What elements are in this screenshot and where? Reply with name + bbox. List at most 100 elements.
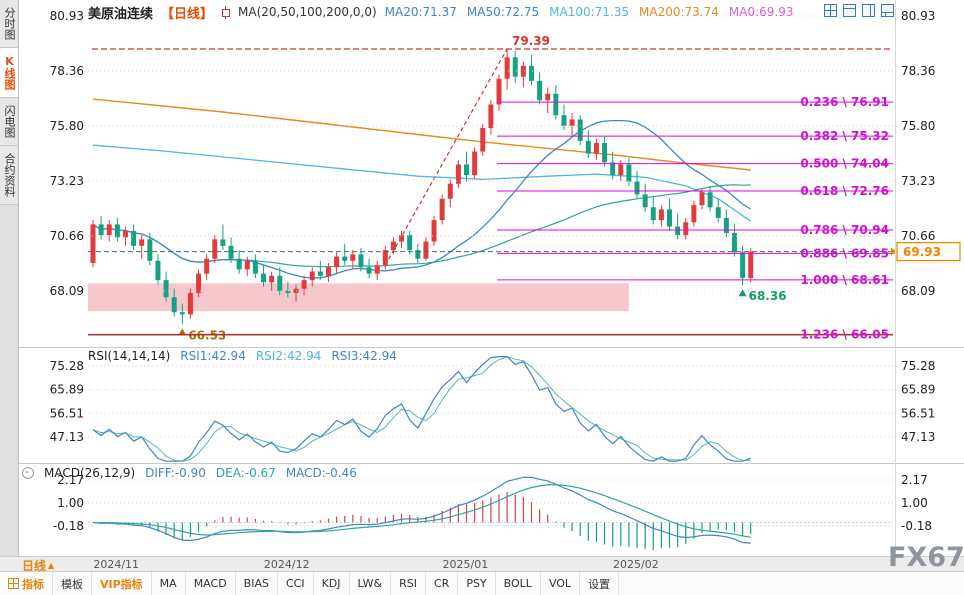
y-axis-label: 68.09 — [50, 284, 84, 298]
footer-tab-LW&[interactable]: LW& — [350, 572, 392, 595]
x-axis-label: 2024/12 — [263, 558, 310, 571]
macd-panel — [92, 476, 752, 551]
macd-settings-icon[interactable] — [22, 467, 34, 479]
footer-tab-KDJ[interactable]: KDJ — [314, 572, 350, 595]
ma-values: MA20:71.37 MA50:72.75 MA100:71.35 MA200:73.… — [385, 5, 804, 19]
rsi1-line — [92, 356, 751, 462]
ma-value: MA0:69.93 — [728, 5, 794, 19]
y-axis-label: 73.23 — [50, 174, 84, 188]
footer-tab-BIAS[interactable]: BIAS — [236, 572, 278, 595]
rsi-axis-label: 75.28 — [901, 359, 935, 373]
x-axis-row: 日线 ▲ 2024/11 2024/12 2025/01 2025/02 — [0, 556, 964, 574]
rsi-axis-label: 47.13 — [901, 430, 935, 444]
ma100-line — [92, 144, 752, 222]
macd-axis-label: 1.00 — [901, 496, 928, 510]
y-axis-label: 80.93 — [50, 9, 84, 23]
footer-tab-CR[interactable]: CR — [426, 572, 459, 595]
dea-line — [92, 484, 751, 538]
support-zone — [88, 283, 629, 312]
trendline — [384, 48, 508, 266]
indicator-tab-strip: 指标 模板 VIP指标 MA MACD BIAS CCI KDJ LW& RSI CR PSY BOLL… — [0, 572, 964, 595]
macd-axis-label: 1.00 — [57, 496, 84, 510]
footer-tab-模板[interactable]: 模板 — [53, 572, 92, 595]
ma-value: MA50:72.75 — [466, 5, 540, 19]
macd-value: DEA:-0.67 — [215, 466, 276, 480]
rsi-value: RSI2:42.94 — [255, 349, 322, 363]
peak-price-label: 79.39 — [512, 34, 550, 48]
footer-tab-PSY[interactable]: PSY — [458, 572, 496, 595]
footer-tab-VOL[interactable]: VOL — [541, 572, 581, 595]
x-axis-label: 2025/02 — [613, 558, 659, 571]
macd-axis-label: 2.17 — [901, 473, 928, 487]
y-axis-label: 78.36 — [50, 64, 84, 78]
watermark: FX678 — [888, 542, 964, 573]
macd-header: MACD(26,12,9) DIFF:-0.90 DEA:-0.67 MACD:-0… — [22, 466, 367, 480]
layout-hsplit-icon[interactable] — [843, 4, 856, 17]
diff-line — [92, 476, 751, 544]
rsi-axis-label: 65.89 — [50, 383, 84, 397]
macd-params-label[interactable]: MACD(26,12,9) — [44, 466, 136, 480]
rsi-value: RSI3:42.94 — [331, 349, 397, 363]
footer-tab-CCI[interactable]: CCI — [278, 572, 314, 595]
indicator-grid-icon — [8, 578, 19, 589]
rsi-axis-label: 56.51 — [50, 406, 84, 420]
period-dropdown[interactable]: 日线 ▲ — [22, 557, 54, 574]
x-axis-label: 2025/01 — [442, 558, 489, 571]
fib-label: 0.236 \ 76.91 — [800, 95, 889, 109]
footer-tab-VIP指标[interactable]: VIP指标 — [92, 572, 152, 595]
rsi-axis-label: 75.28 — [50, 359, 84, 373]
last-price-value: 69.93 — [903, 245, 941, 259]
price-annotation: 68.36 — [749, 289, 787, 303]
macd-value: DIFF:-0.90 — [145, 466, 206, 480]
rsi-axis-label: 56.51 — [901, 406, 935, 420]
ma-value: MA100:71.35 — [549, 5, 629, 19]
sidebar-tab-2[interactable]: 闪电图 — [0, 98, 18, 146]
chart-type-icon[interactable] — [221, 5, 231, 19]
footer-tab-指标[interactable]: 指标 — [0, 572, 53, 595]
rsi-axis-label: 47.13 — [50, 430, 84, 444]
rsi-value: RSI1:42.94 — [180, 349, 246, 363]
page-title: 美原油连续 — [88, 6, 154, 22]
ma-settings-label[interactable]: MA(20,50,100,200,0,0) — [238, 5, 377, 19]
footer-tab-MA[interactable]: MA — [152, 572, 186, 595]
layout-vsplit-icon[interactable] — [862, 4, 875, 17]
rsi-params-label[interactable]: RSI(14,14,14) — [88, 349, 171, 363]
macd-values: DIFF:-0.90 DEA:-0.67 MACD:-0.46 — [145, 466, 367, 480]
macd-axis-label: -0.18 — [53, 519, 84, 533]
macd-axis-label: -0.18 — [901, 519, 932, 533]
chart-header: 美原油连续 【日线】 MA(20,50,100,200,0,0) MA20:71… — [18, 0, 964, 24]
layout-grid-icon[interactable] — [824, 4, 837, 17]
rsi-header: RSI(14,14,14) RSI1:42.94 RSI2:42.94 RSI3:4… — [88, 349, 407, 363]
fib-label: 1.000 \ 68.61 — [800, 273, 889, 287]
macd-value: MACD:-0.46 — [285, 466, 357, 480]
candlestick-series — [90, 48, 754, 325]
rsi-values: RSI1:42.94 RSI2:42.94 RSI3:42.94 — [180, 349, 407, 363]
y-axis-label: 75.80 — [901, 119, 935, 133]
macd-axis-label: 2.17 — [57, 473, 84, 487]
y-axis-label: 70.66 — [50, 229, 84, 243]
y-axis-label: 73.23 — [901, 174, 935, 188]
last-price-tag — [896, 242, 961, 262]
sidebar-tab-1[interactable]: K线图 — [0, 48, 18, 98]
footer-tab-RSI[interactable]: RSI — [391, 572, 426, 595]
footer-tab-MACD[interactable]: MACD — [186, 572, 236, 595]
sidebar-tab-3[interactable]: 合约资料 — [0, 146, 18, 205]
fib-label: 0.886 \ 69.85 — [800, 246, 889, 260]
y-axis-label: 68.09 — [901, 284, 935, 298]
ma-value: MA20:71.37 — [384, 5, 457, 19]
y-axis-label: 78.36 — [901, 64, 935, 78]
period-dropdown-label: 日线 — [22, 559, 47, 573]
y-axis-label: 70.66 — [901, 229, 935, 243]
footer-tab-设置[interactable]: 设置 — [580, 572, 620, 595]
sidebar-tab-0[interactable]: 分时图 — [0, 0, 18, 48]
ma50-line — [92, 184, 751, 268]
sidebar: 分时图 K线图 闪电图 合约资料 — [0, 0, 19, 556]
ma-value: MA200:73.74 — [639, 5, 719, 19]
indicator-toolbar: 指标 模板 VIP指标 MA MACD BIAS CCI KDJ LW& RSI CR PSY BOLL… — [0, 571, 964, 595]
y-axis-label: 75.80 — [50, 119, 84, 133]
layout-quad-icon[interactable] — [881, 4, 894, 17]
footer-tab-BOLL[interactable]: BOLL — [496, 572, 541, 595]
